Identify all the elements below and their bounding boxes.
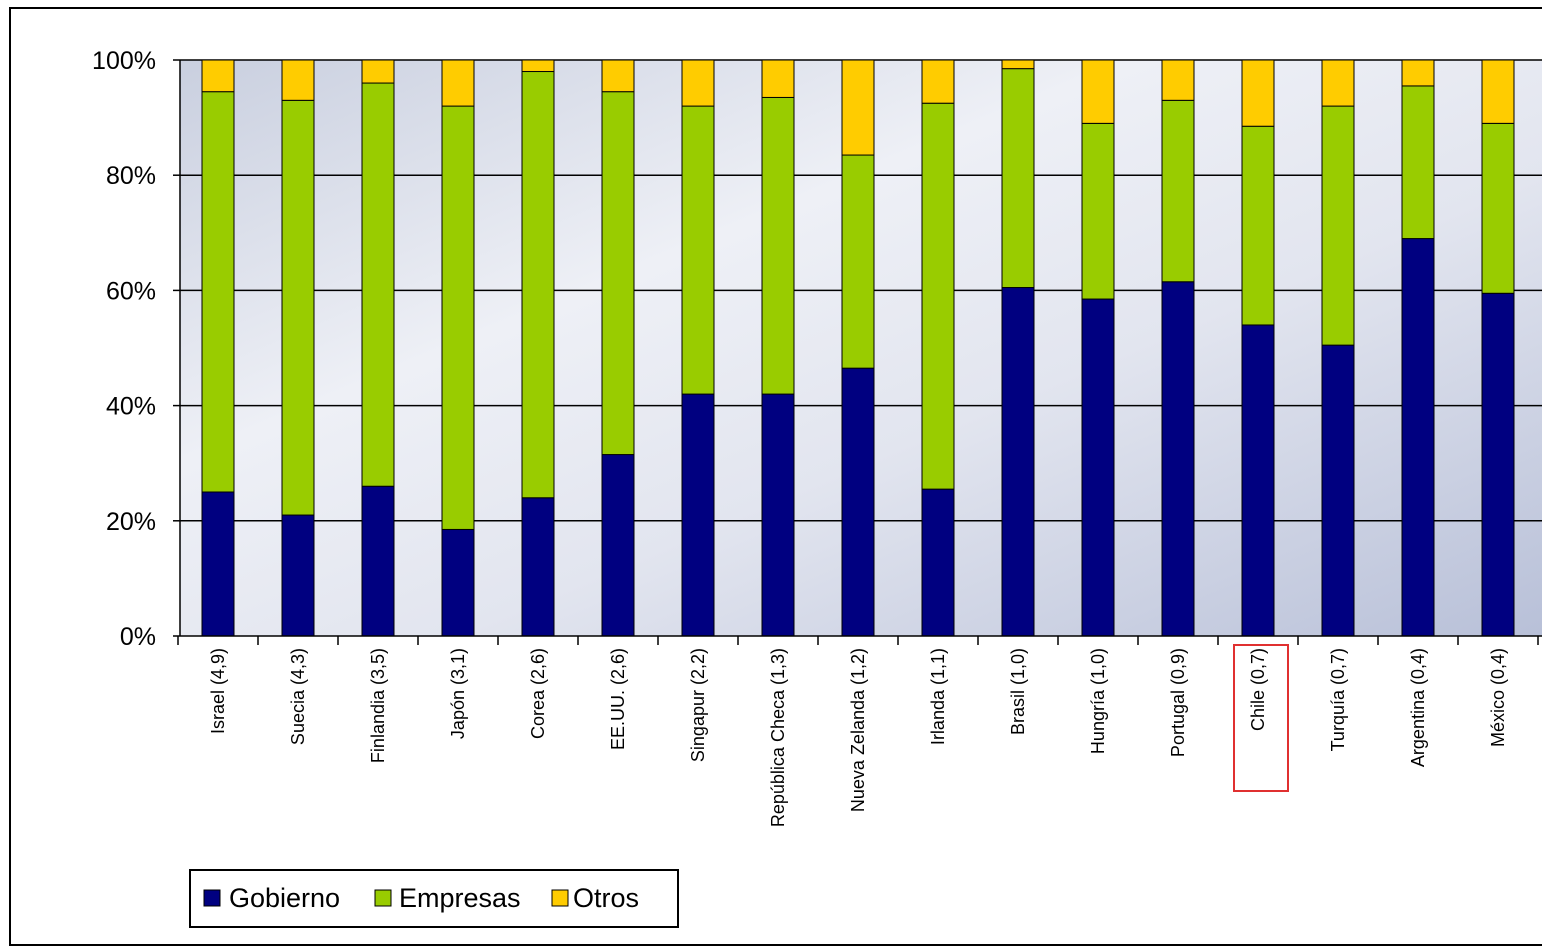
bar-segment-empresas	[1161, 99, 1195, 283]
bar-segment-gobierno	[601, 454, 635, 637]
axes	[173, 59, 1542, 645]
bar-segment-empresas	[841, 154, 875, 369]
bar-segment-empresas	[601, 91, 635, 456]
x-tick-label: Japón (3,1)	[448, 648, 468, 739]
bar-segment-gobierno	[681, 393, 715, 637]
bar-segment-empresas	[1241, 125, 1275, 326]
x-tick-label: República Checa (1,3)	[768, 648, 788, 827]
x-tick-label: Suecia (4,3)	[288, 648, 308, 745]
bar-segment-gobierno	[1081, 298, 1115, 637]
y-tick-label: 100%	[92, 47, 156, 75]
bar-segment-empresas	[441, 105, 475, 530]
x-tick-label: Finlandia (3,5)	[368, 648, 388, 763]
bar-segment-otros	[441, 59, 475, 107]
bar-segment-empresas	[201, 91, 235, 493]
bar-segment-otros	[1321, 59, 1355, 107]
bar-segment-otros	[281, 59, 315, 101]
x-tick-label: Nueva Zelanda (1,2)	[848, 648, 868, 812]
bar-segment-otros	[1481, 59, 1515, 124]
bar-segment-gobierno	[1401, 238, 1435, 637]
x-tick-label: Israel (4,9)	[208, 648, 228, 734]
legend-label-otros: Otros	[573, 883, 639, 913]
bar-segment-gobierno	[1321, 344, 1355, 637]
bar-segment-otros	[361, 59, 395, 84]
y-tick-label: 20%	[106, 508, 156, 536]
y-axis-tick-labels: 0% 20% 40% 60% 80% 100%	[92, 47, 156, 651]
bar-segment-otros	[1241, 59, 1275, 127]
legend-swatch-gobierno	[203, 889, 221, 907]
bar-segment-gobierno	[521, 497, 555, 637]
bar-segment-otros	[1001, 59, 1035, 70]
y-tick-label: 80%	[106, 162, 156, 190]
bar-segment-otros	[761, 59, 795, 98]
bar-segment-gobierno	[921, 488, 955, 637]
bar-segment-empresas	[681, 105, 715, 395]
y-tick-label: 60%	[106, 277, 156, 305]
bar-segment-gobierno	[1481, 292, 1515, 637]
bar-segment-empresas	[761, 96, 795, 395]
x-tick-label: Chile (0,7)	[1248, 648, 1268, 731]
legend-swatch-otros	[551, 889, 569, 907]
bar-segment-empresas	[1481, 122, 1515, 294]
chile-highlight-box	[1233, 644, 1289, 792]
x-tick-label: Portugal (0,9)	[1168, 648, 1188, 757]
x-axis-tick-labels: Israel (4,9) Suecia (4,3) Finlandia (3,5) J…	[208, 648, 1508, 827]
bar-segment-empresas	[281, 99, 315, 516]
bar-segment-empresas	[921, 102, 955, 490]
bar-segment-gobierno	[281, 514, 315, 637]
bar-segment-otros	[921, 59, 955, 104]
legend-swatch-empresas	[374, 889, 392, 907]
legend-label-gobierno: Gobierno	[229, 883, 340, 913]
bar-segment-empresas	[361, 82, 395, 487]
bar-segment-gobierno	[361, 485, 395, 637]
x-tick-label: Corea (2,6)	[528, 648, 548, 739]
bar-segment-otros	[681, 59, 715, 107]
bar-series	[201, 59, 1515, 637]
y-tick-label: 0%	[120, 623, 156, 651]
bar-segment-otros	[1401, 59, 1435, 87]
bar-segment-gobierno	[1001, 287, 1035, 637]
bar-segment-gobierno	[201, 491, 235, 637]
bar-segment-empresas	[1401, 85, 1435, 240]
y-tick-label: 40%	[106, 393, 156, 421]
legend: Gobierno Empresas Otros	[189, 869, 679, 928]
legend-label-empresas: Empresas	[399, 883, 521, 913]
legend-box	[189, 869, 679, 928]
bar-segment-empresas	[1001, 68, 1035, 289]
x-tick-label: México (0,4)	[1488, 648, 1508, 747]
bar-segment-otros	[841, 59, 875, 156]
x-tick-label: Singapur (2,2)	[688, 648, 708, 762]
bar-segment-gobierno	[1161, 281, 1195, 637]
bar-segment-gobierno	[841, 367, 875, 637]
bar-segment-otros	[601, 59, 635, 93]
x-tick-label: Brasil (1,0)	[1008, 648, 1028, 735]
x-tick-label: Turquía (0,7)	[1328, 648, 1348, 751]
bar-segment-gobierno	[1241, 324, 1275, 637]
bar-segment-gobierno	[441, 528, 475, 637]
bar-segment-otros	[1161, 59, 1195, 101]
bar-segment-otros	[521, 59, 555, 73]
bar-segment-empresas	[1081, 122, 1115, 300]
bar-segment-otros	[1081, 59, 1115, 124]
bar-segment-empresas	[521, 71, 555, 499]
x-tick-label: Irlanda (1,1)	[928, 648, 948, 745]
bar-segment-empresas	[1321, 105, 1355, 346]
x-tick-label: Hungría (1,0)	[1088, 648, 1108, 754]
x-tick-label: Argentina (0,4)	[1408, 648, 1428, 767]
bar-segment-otros	[201, 59, 235, 93]
bar-segment-gobierno	[761, 393, 795, 637]
x-tick-label: EE.UU. (2,6)	[608, 648, 628, 750]
